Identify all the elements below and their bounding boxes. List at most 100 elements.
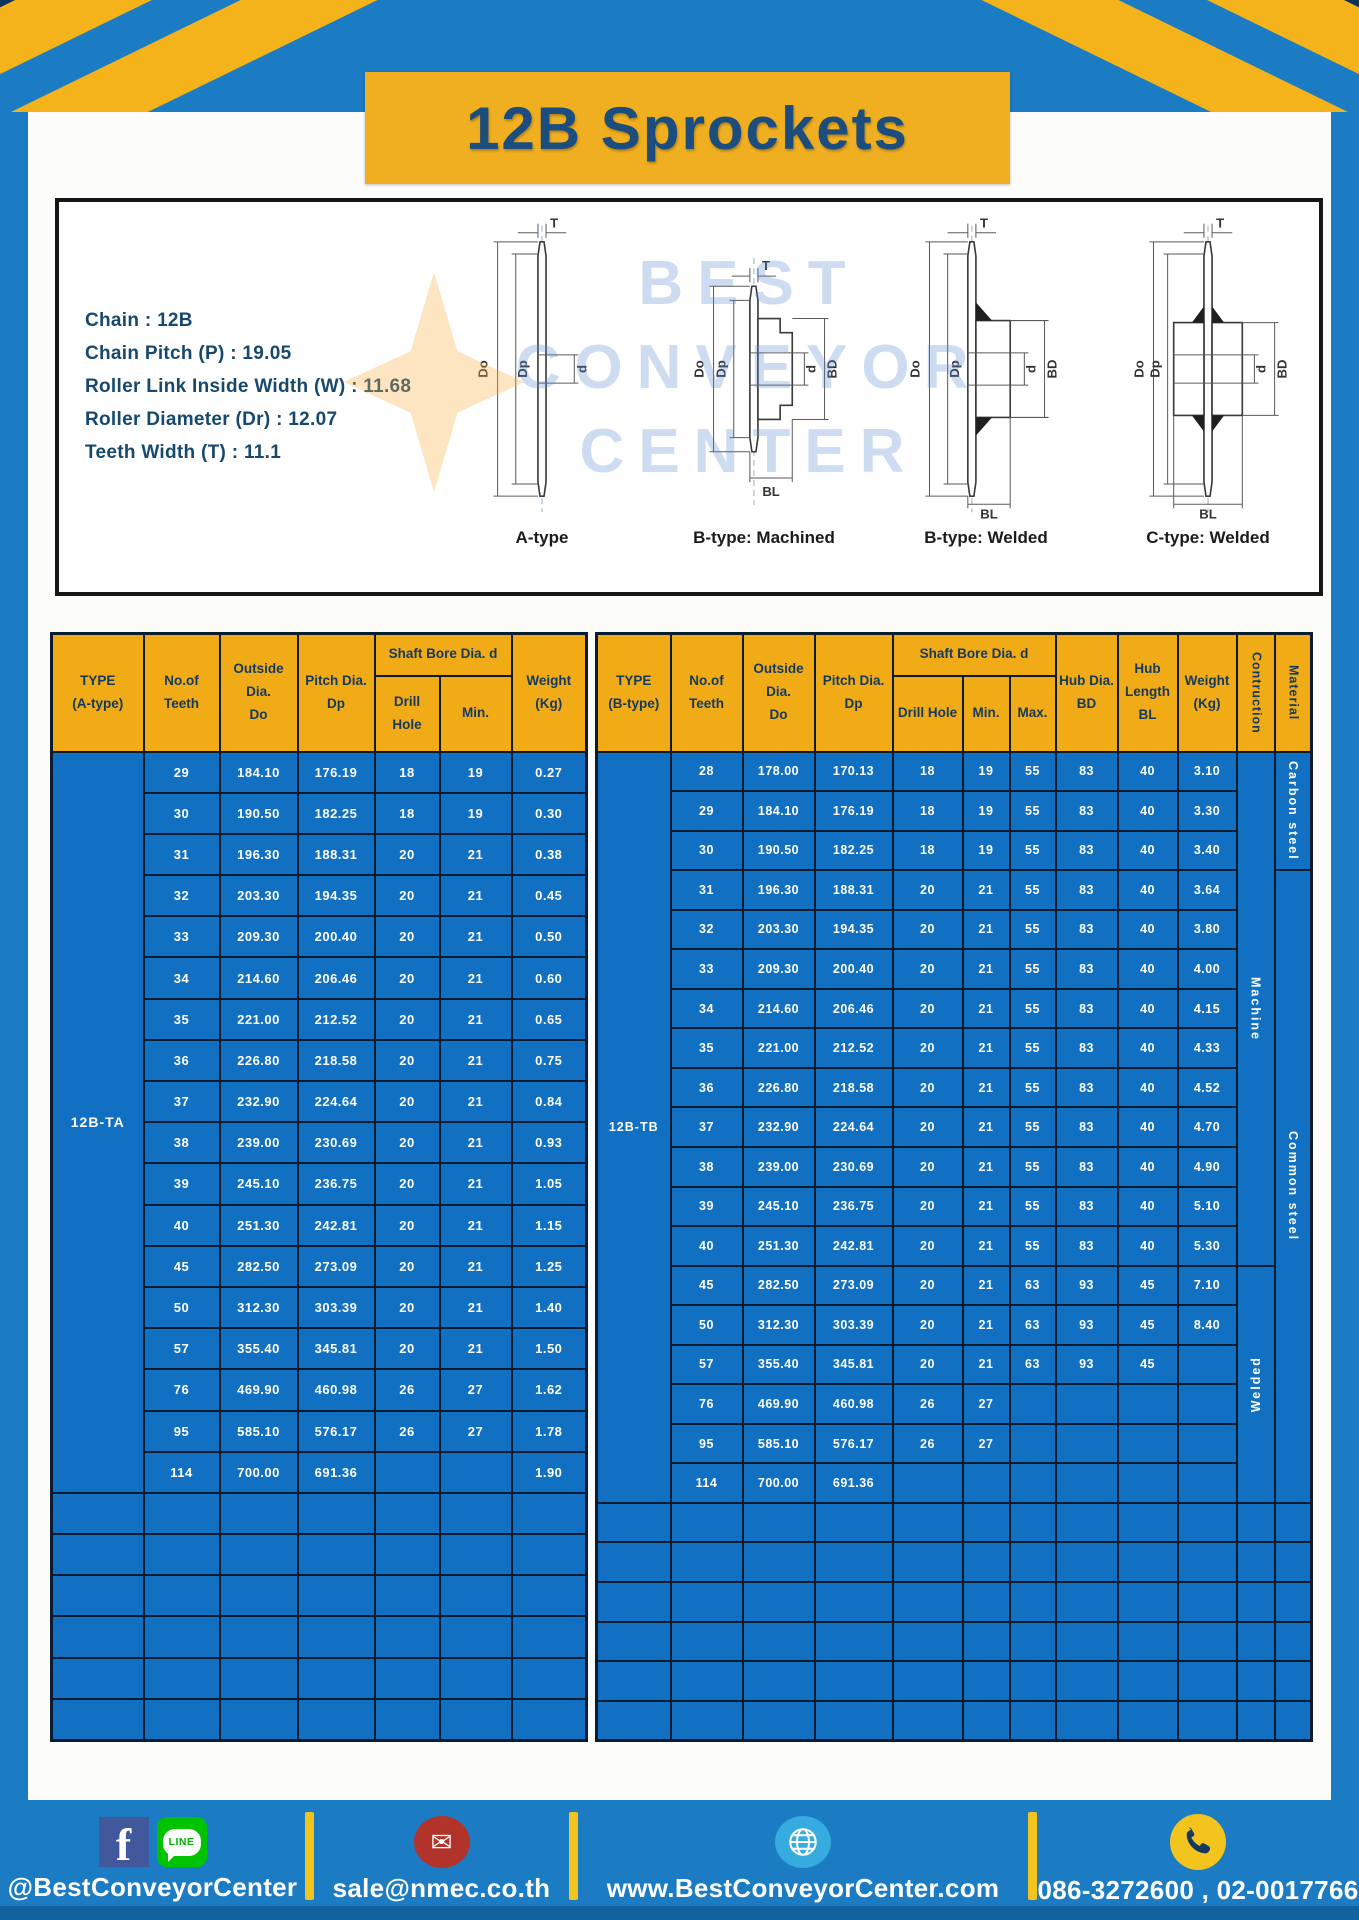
table-cell: 239.00 [218, 1121, 299, 1165]
empty-cell [1008, 1462, 1057, 1504]
table-cell: 460.98 [813, 1383, 894, 1425]
table-cell: 576.17 [296, 1409, 376, 1453]
table-cell: 55 [1008, 1106, 1057, 1148]
table-cell: 576.17 [813, 1422, 894, 1465]
table-cell: 184.10 [218, 750, 299, 794]
line-icon[interactable]: LINE [156, 1817, 207, 1867]
table-cell: 3.64 [1176, 869, 1238, 911]
empty-cell [1176, 1462, 1238, 1504]
table-cell: 20 [891, 1343, 964, 1386]
table-cell: 21 [438, 1327, 513, 1371]
table-cell: 4.33 [1176, 1027, 1238, 1069]
table-cell: 19 [961, 790, 1011, 832]
type-label-cell: 12B-TB [595, 750, 672, 1504]
table-cell: 55 [1008, 869, 1057, 911]
table-cell: 83 [1054, 908, 1119, 951]
empty-cell [1008, 1422, 1057, 1465]
table-cell: 218.58 [813, 1066, 894, 1109]
empty-cell [813, 1541, 894, 1583]
table-cell: 5.10 [1176, 1185, 1238, 1228]
table-cell: 230.69 [296, 1121, 376, 1165]
table-cell: 691.36 [296, 1450, 376, 1494]
phone-icon[interactable] [1170, 1814, 1226, 1870]
table-cell: 40 [142, 1203, 221, 1247]
spec-diagram-box: Chain : 12B Chain Pitch (P) : 19.05 Roller… [55, 198, 1323, 596]
empty-row [595, 1580, 1313, 1623]
empty-cell [373, 1656, 441, 1700]
table-cell: 21 [961, 1106, 1011, 1148]
globe-icon[interactable] [775, 1816, 831, 1868]
empty-cell [373, 1533, 441, 1577]
table-cell: 21 [961, 908, 1011, 951]
table-cell: 19 [438, 750, 513, 794]
empty-cell [669, 1501, 744, 1544]
table-cell: 4.52 [1176, 1066, 1238, 1109]
empty-cell [1116, 1580, 1179, 1623]
table-cell: 32 [669, 908, 744, 951]
table-cell: 5.30 [1176, 1225, 1238, 1267]
table-cell: 178.00 [741, 750, 816, 793]
empty-cell [1176, 1620, 1238, 1663]
empty-cell [891, 1541, 964, 1583]
empty-cell [961, 1462, 1011, 1504]
empty-cell [438, 1656, 513, 1700]
empty-cell [1273, 1541, 1313, 1583]
empty-cell [218, 1697, 299, 1742]
table-cell: 20 [891, 1027, 964, 1069]
dim-label: d [1023, 365, 1038, 373]
empty-cell [961, 1699, 1011, 1742]
empty-cell [741, 1620, 816, 1663]
table-cell: 200.40 [813, 948, 894, 990]
table-cell: 18 [891, 829, 964, 872]
facebook-icon[interactable]: f [98, 1817, 149, 1868]
dim-label: T [1216, 216, 1224, 231]
col-header-weight: Weight (Kg) [510, 632, 588, 753]
empty-cell [142, 1574, 221, 1618]
table-cell: 0.65 [510, 997, 588, 1041]
table-cell: 21 [961, 948, 1011, 990]
empty-row [50, 1533, 588, 1577]
table-cell: 83 [1054, 1027, 1119, 1069]
table-cell: 20 [891, 948, 964, 990]
diagram-b-type-machined: T Do Dp d BD [653, 212, 875, 572]
table-cell: 34 [669, 987, 744, 1030]
empty-cell [813, 1580, 894, 1623]
empty-cell [218, 1615, 299, 1659]
diagram-caption: A-type [515, 528, 569, 547]
table-cell: 226.80 [741, 1066, 816, 1109]
col-header-outside-dia: Outside Dia. Do [741, 632, 816, 753]
table-row: 76 469.90 460.98 26 27 1.62 [52, 1368, 588, 1412]
table-cell: 21 [438, 1203, 513, 1247]
table-cell: 196.30 [218, 832, 299, 877]
table-cell: 30 [669, 829, 744, 872]
empty-row [50, 1697, 588, 1742]
empty-cell [741, 1699, 816, 1742]
empty-cell [813, 1501, 894, 1544]
table-cell: 20 [891, 1185, 964, 1228]
diagram-row: T Do Dp d A-type [431, 212, 1321, 572]
table-cell: 55 [1008, 1225, 1057, 1267]
email-link[interactable]: sale@nmec.co.th [332, 1873, 551, 1903]
table-row: 31 196.30 188.31 20 21 55 83 40 3.64 Common steel [597, 869, 1313, 1504]
table-cell: 20 [891, 1225, 964, 1267]
website-link[interactable]: www.BestConveyorCenter.com [606, 1873, 1000, 1903]
social-handle[interactable]: @BestConveyorCenter [7, 1872, 298, 1902]
mail-icon[interactable]: ✉ [413, 1816, 470, 1868]
table-cell: 40 [1116, 1145, 1179, 1188]
table-cell: 93 [1054, 1304, 1119, 1346]
table-cell: 63 [1008, 1304, 1057, 1346]
table-cell: 114 [142, 1450, 221, 1494]
empty-cell [438, 1491, 513, 1536]
dim-label: d [1254, 365, 1269, 373]
table-cell: 83 [1054, 987, 1119, 1030]
empty-cell [891, 1660, 964, 1702]
type-label-cell: 12B-TA [50, 750, 145, 1494]
empty-cell [595, 1501, 672, 1544]
table-cell: 209.30 [741, 948, 816, 990]
empty-cell [373, 1697, 441, 1742]
table-row: 36 226.80 218.58 20 21 55 83 40 4.52 [597, 1066, 1312, 1109]
construction-cell: Machine [1235, 750, 1276, 1267]
table-cell: 8.40 [1176, 1304, 1238, 1346]
table-cell: 221.00 [218, 997, 299, 1041]
table-cell: 4.00 [1176, 948, 1238, 990]
